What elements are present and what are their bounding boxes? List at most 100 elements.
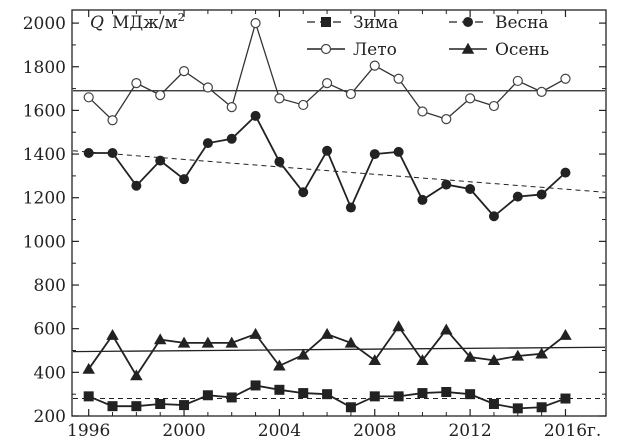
data-point-лето bbox=[274, 93, 285, 104]
y-tick-label: 1600 bbox=[23, 101, 66, 121]
y-axis-unit: МДж/м bbox=[112, 13, 178, 33]
data-point-осень bbox=[296, 348, 310, 360]
y-axis-unit-superscript: 2 bbox=[178, 11, 185, 24]
axis-ticks bbox=[72, 10, 606, 417]
legend-label-осень: Осень bbox=[495, 40, 549, 60]
data-point-зима bbox=[131, 401, 142, 412]
legend-label-зима: Зима bbox=[353, 13, 398, 33]
data-point-весна bbox=[202, 138, 213, 149]
plot-frame bbox=[71, 9, 607, 417]
x-axis-unit: г. bbox=[587, 421, 601, 441]
data-point-лето bbox=[560, 73, 571, 84]
data-point-лето bbox=[393, 73, 404, 84]
data-point-зима bbox=[226, 392, 237, 403]
legend: Зима Весна Лето Осень bbox=[307, 13, 549, 60]
data-point-лето bbox=[250, 17, 261, 29]
data-point-весна bbox=[465, 183, 476, 194]
data-point-зима bbox=[322, 389, 333, 400]
data-point-осень bbox=[368, 354, 382, 366]
y-tick-label: 600 bbox=[34, 320, 66, 340]
data-point-зима bbox=[107, 401, 118, 412]
data-point-осень bbox=[344, 336, 358, 348]
x-tick-label: 2004 bbox=[258, 421, 301, 441]
data-point-зима bbox=[345, 402, 356, 413]
data-point-лето bbox=[107, 115, 118, 126]
x-tick-label: 2016 bbox=[544, 421, 587, 441]
data-point-зима bbox=[512, 403, 523, 414]
data-point-лето bbox=[202, 82, 213, 93]
y-axis-symbol: Q bbox=[90, 13, 104, 33]
legend-label-лето: Лето bbox=[353, 40, 397, 60]
data-point-осень bbox=[249, 327, 262, 339]
legend-marker-лето bbox=[320, 43, 332, 55]
x-tick-label: 1996 bbox=[67, 421, 110, 441]
data-point-зима bbox=[274, 384, 285, 395]
data-point-зима bbox=[417, 388, 428, 399]
data-point-лето bbox=[369, 60, 380, 71]
data-point-зима bbox=[536, 402, 547, 413]
y-tick-label: 800 bbox=[34, 276, 66, 296]
data-point-весна bbox=[83, 147, 94, 158]
data-point-зима bbox=[250, 380, 261, 391]
data-point-весна bbox=[274, 156, 285, 167]
data-point-лето bbox=[131, 78, 142, 89]
data-point-весна bbox=[345, 202, 356, 213]
data-point-зима bbox=[83, 391, 94, 402]
data-point-зима bbox=[560, 393, 571, 404]
data-point-весна bbox=[226, 133, 237, 144]
data-point-зима bbox=[441, 386, 452, 397]
data-point-весна bbox=[488, 211, 499, 222]
data-point-зима bbox=[465, 389, 476, 400]
data-point-лето bbox=[321, 78, 333, 89]
data-point-весна bbox=[298, 187, 309, 198]
y-tick-label: 2000 bbox=[23, 14, 66, 34]
data-point-лето bbox=[465, 93, 476, 104]
data-point-весна bbox=[322, 145, 333, 156]
data-point-осень bbox=[440, 323, 453, 335]
data-point-осень bbox=[535, 347, 548, 359]
data-point-лето bbox=[178, 66, 190, 77]
data-point-осень bbox=[106, 328, 119, 340]
data-point-осень bbox=[130, 369, 143, 381]
data-point-осень bbox=[273, 359, 286, 371]
trend-line-весна bbox=[72, 150, 606, 193]
data-point-осень bbox=[392, 320, 405, 332]
y-tick-label: 1200 bbox=[23, 189, 66, 209]
data-point-весна bbox=[560, 167, 571, 178]
data-point-весна bbox=[441, 179, 452, 190]
data-point-зима bbox=[202, 390, 213, 401]
data-point-зима bbox=[393, 391, 404, 402]
data-point-весна bbox=[417, 194, 428, 205]
data-point-лето bbox=[226, 102, 237, 113]
data-point-весна bbox=[393, 146, 404, 157]
data-point-лето bbox=[155, 90, 166, 101]
y-tick-label: 1800 bbox=[23, 58, 66, 78]
y-axis-title: Q МДж/м2 bbox=[90, 11, 185, 33]
legend-marker-весна bbox=[463, 17, 473, 27]
data-point-весна bbox=[512, 191, 523, 202]
data-point-весна bbox=[131, 180, 142, 191]
data-point-зима bbox=[369, 391, 380, 402]
data-point-осень bbox=[463, 350, 477, 362]
data-point-зима bbox=[179, 400, 190, 411]
legend-marker-зима bbox=[321, 17, 331, 27]
data-point-лето bbox=[512, 75, 523, 87]
data-point-лето bbox=[536, 86, 547, 97]
data-point-весна bbox=[179, 174, 190, 185]
plot-border bbox=[71, 9, 607, 417]
trend-line-осень bbox=[72, 346, 606, 353]
y-tick-label: 400 bbox=[34, 363, 66, 383]
data-point-зима bbox=[298, 388, 309, 399]
data-point-лето bbox=[417, 106, 428, 117]
data-point-осень bbox=[487, 354, 501, 366]
data-point-осень bbox=[82, 362, 95, 374]
data-point-зима bbox=[155, 398, 166, 409]
data-point-зима bbox=[488, 398, 499, 409]
data-point-осень bbox=[416, 354, 429, 366]
data-point-осень bbox=[225, 336, 238, 348]
legend-label-весна: Весна bbox=[495, 13, 549, 33]
data-point-весна bbox=[107, 147, 118, 158]
y-tick-label: 200 bbox=[34, 407, 66, 427]
data-point-весна bbox=[536, 189, 547, 200]
